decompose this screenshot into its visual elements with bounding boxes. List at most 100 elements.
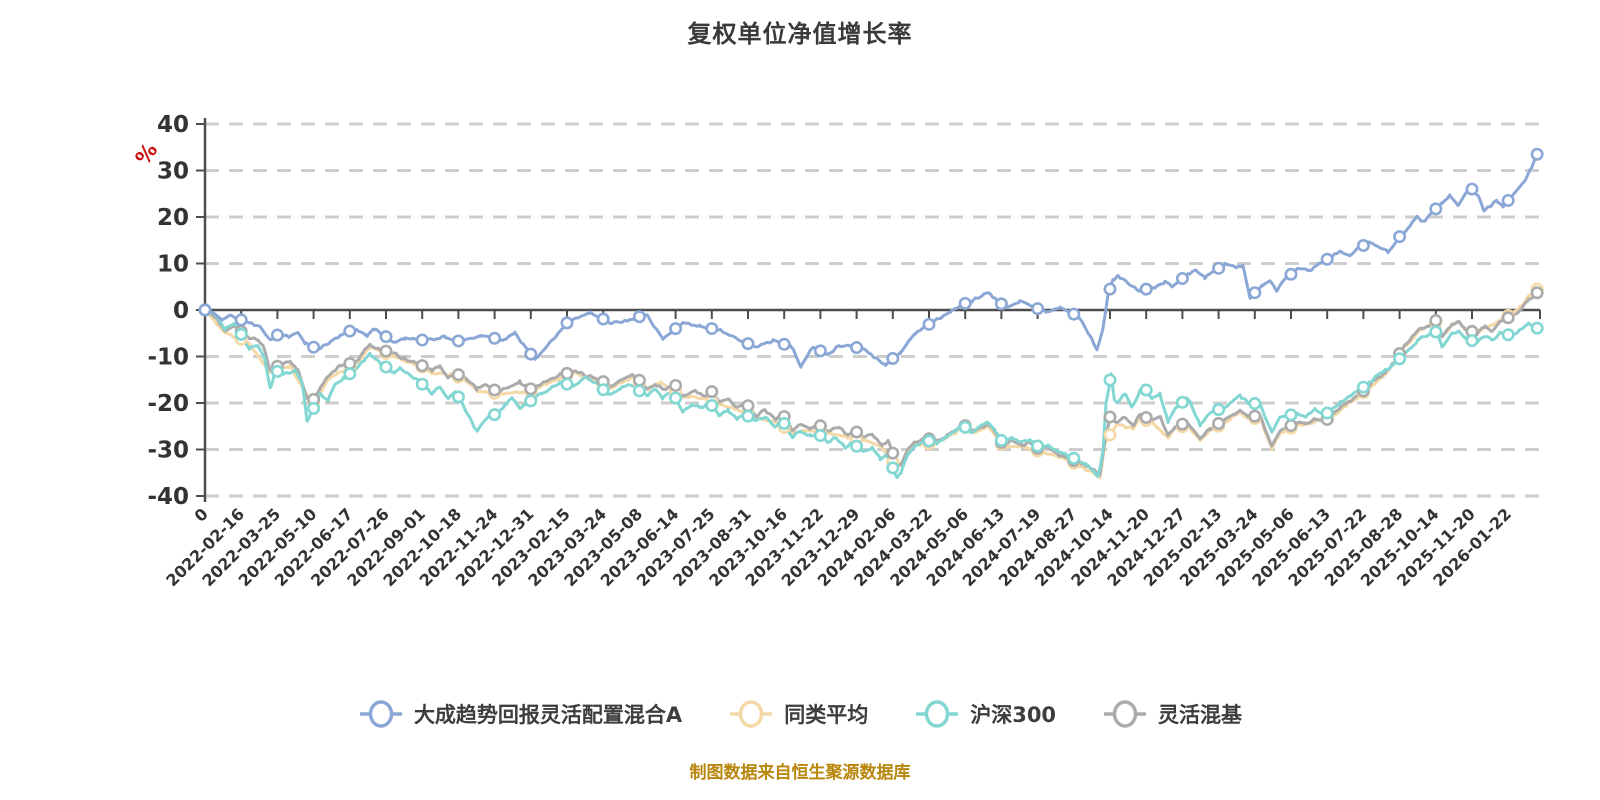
x-tick-label: 0 [191, 504, 212, 525]
data-point-marker [1212, 403, 1226, 417]
y-tick-label: -40 [147, 484, 189, 510]
data-point-marker [1530, 321, 1544, 335]
data-point-marker [922, 434, 936, 448]
data-point-marker [415, 359, 429, 373]
data-point-marker [741, 399, 755, 413]
y-tick-label: 10 [157, 252, 189, 278]
data-point-marker [741, 409, 755, 423]
y-tick-label: 0 [173, 298, 189, 324]
legend-item-2[interactable]: 沪深300 [914, 698, 1056, 730]
data-point-marker [1393, 352, 1407, 366]
data-point-marker [1429, 325, 1443, 339]
data-point-marker [1284, 419, 1298, 433]
data-point-marker [1356, 239, 1370, 253]
data-point-marker [1067, 451, 1081, 465]
data-point-marker [669, 322, 683, 336]
data-point-marker [1175, 417, 1189, 431]
legend-item-1[interactable]: 灵活混基 [1102, 698, 1242, 730]
data-point-marker [1103, 282, 1117, 296]
data-point-marker [886, 461, 900, 475]
y-tick-label: -20 [147, 391, 189, 417]
data-point-marker [596, 312, 610, 326]
data-point-marker [1501, 193, 1515, 207]
data-point-marker [632, 373, 646, 387]
data-point-marker [524, 347, 538, 361]
legend-marker-icon [916, 700, 959, 728]
legend-item-3[interactable]: 大成趋势回报灵活配置混合A [358, 698, 682, 730]
data-point-marker [1139, 410, 1153, 424]
chart-legend: 大成趋势回报灵活配置混合A 同类平均 沪深300 灵活混基 [0, 698, 1600, 730]
data-point-marker [886, 446, 900, 460]
data-point-marker [632, 384, 646, 398]
data-point-marker [705, 322, 719, 336]
data-point-marker [1139, 282, 1153, 296]
data-point-marker [958, 420, 972, 434]
series-markers-1 [198, 286, 1544, 468]
y-axis-labels: 40 30 20 10 0 -10 -20 -30 -40 [147, 112, 189, 510]
data-point-marker [488, 383, 502, 397]
data-point-marker [415, 377, 429, 391]
series-line-3 [203, 152, 1539, 369]
data-point-marker [1248, 286, 1262, 300]
data-point-marker [307, 340, 321, 354]
data-point-marker [1465, 334, 1479, 348]
legend-label: 沪深300 [970, 703, 1057, 727]
data-point-marker [379, 344, 393, 358]
data-point-marker [741, 337, 755, 351]
data-point-marker [1465, 182, 1479, 196]
data-point-marker [1284, 408, 1298, 422]
data-point-marker [596, 383, 610, 397]
axes [196, 118, 1541, 502]
data-point-marker [669, 391, 683, 405]
data-point-marker [1067, 307, 1081, 321]
legend-item-0[interactable]: 同类平均 [728, 698, 868, 730]
data-point-marker [343, 357, 357, 371]
series-markers-0 [198, 282, 1544, 470]
data-point-marker [451, 334, 465, 348]
data-point-marker [198, 303, 212, 317]
data-point-marker [343, 324, 357, 338]
data-point-marker [1320, 252, 1334, 266]
data-point-marker [886, 352, 900, 366]
data-point-marker [560, 316, 574, 330]
data-point-marker [560, 377, 574, 391]
data-point-marker [560, 366, 574, 380]
series-markers-3 [198, 147, 1544, 366]
y-tick-label: -10 [147, 345, 189, 371]
data-point-marker [524, 394, 538, 408]
data-point-marker [1429, 314, 1443, 328]
series-markers-2 [198, 303, 1544, 475]
data-point-marker [451, 390, 465, 404]
legend-label: 灵活混基 [1158, 703, 1243, 727]
data-point-marker [1530, 286, 1544, 300]
data-source-caption: 制图数据来自恒生聚源数据库 [689, 763, 911, 783]
data-point-marker [922, 317, 936, 331]
legend-marker-icon [359, 700, 402, 728]
data-point-marker [451, 368, 465, 382]
data-point-marker [705, 399, 719, 413]
data-point-marker [379, 330, 393, 344]
data-point-marker [632, 310, 646, 324]
data-point-marker [488, 408, 502, 422]
data-point-marker [1031, 439, 1045, 453]
data-point-marker [994, 297, 1008, 311]
data-point-marker [813, 344, 827, 358]
legend-marker-icon [730, 700, 773, 728]
data-point-marker [705, 385, 719, 399]
series-line-2 [203, 308, 1539, 479]
data-point-marker [1356, 380, 1370, 394]
data-point-marker [270, 364, 284, 378]
y-tick-label: -30 [147, 438, 189, 464]
data-point-marker [1248, 397, 1262, 411]
data-point-marker [1248, 409, 1262, 423]
chart-title: 复权单位净值增长率 [687, 20, 913, 48]
data-point-marker [524, 382, 538, 396]
data-point-marker [1501, 328, 1515, 342]
data-point-marker [1320, 406, 1334, 420]
data-point-marker [850, 425, 864, 439]
y-tick-label: 20 [157, 205, 189, 231]
data-point-marker [1031, 302, 1045, 316]
data-point-marker [1212, 261, 1226, 275]
